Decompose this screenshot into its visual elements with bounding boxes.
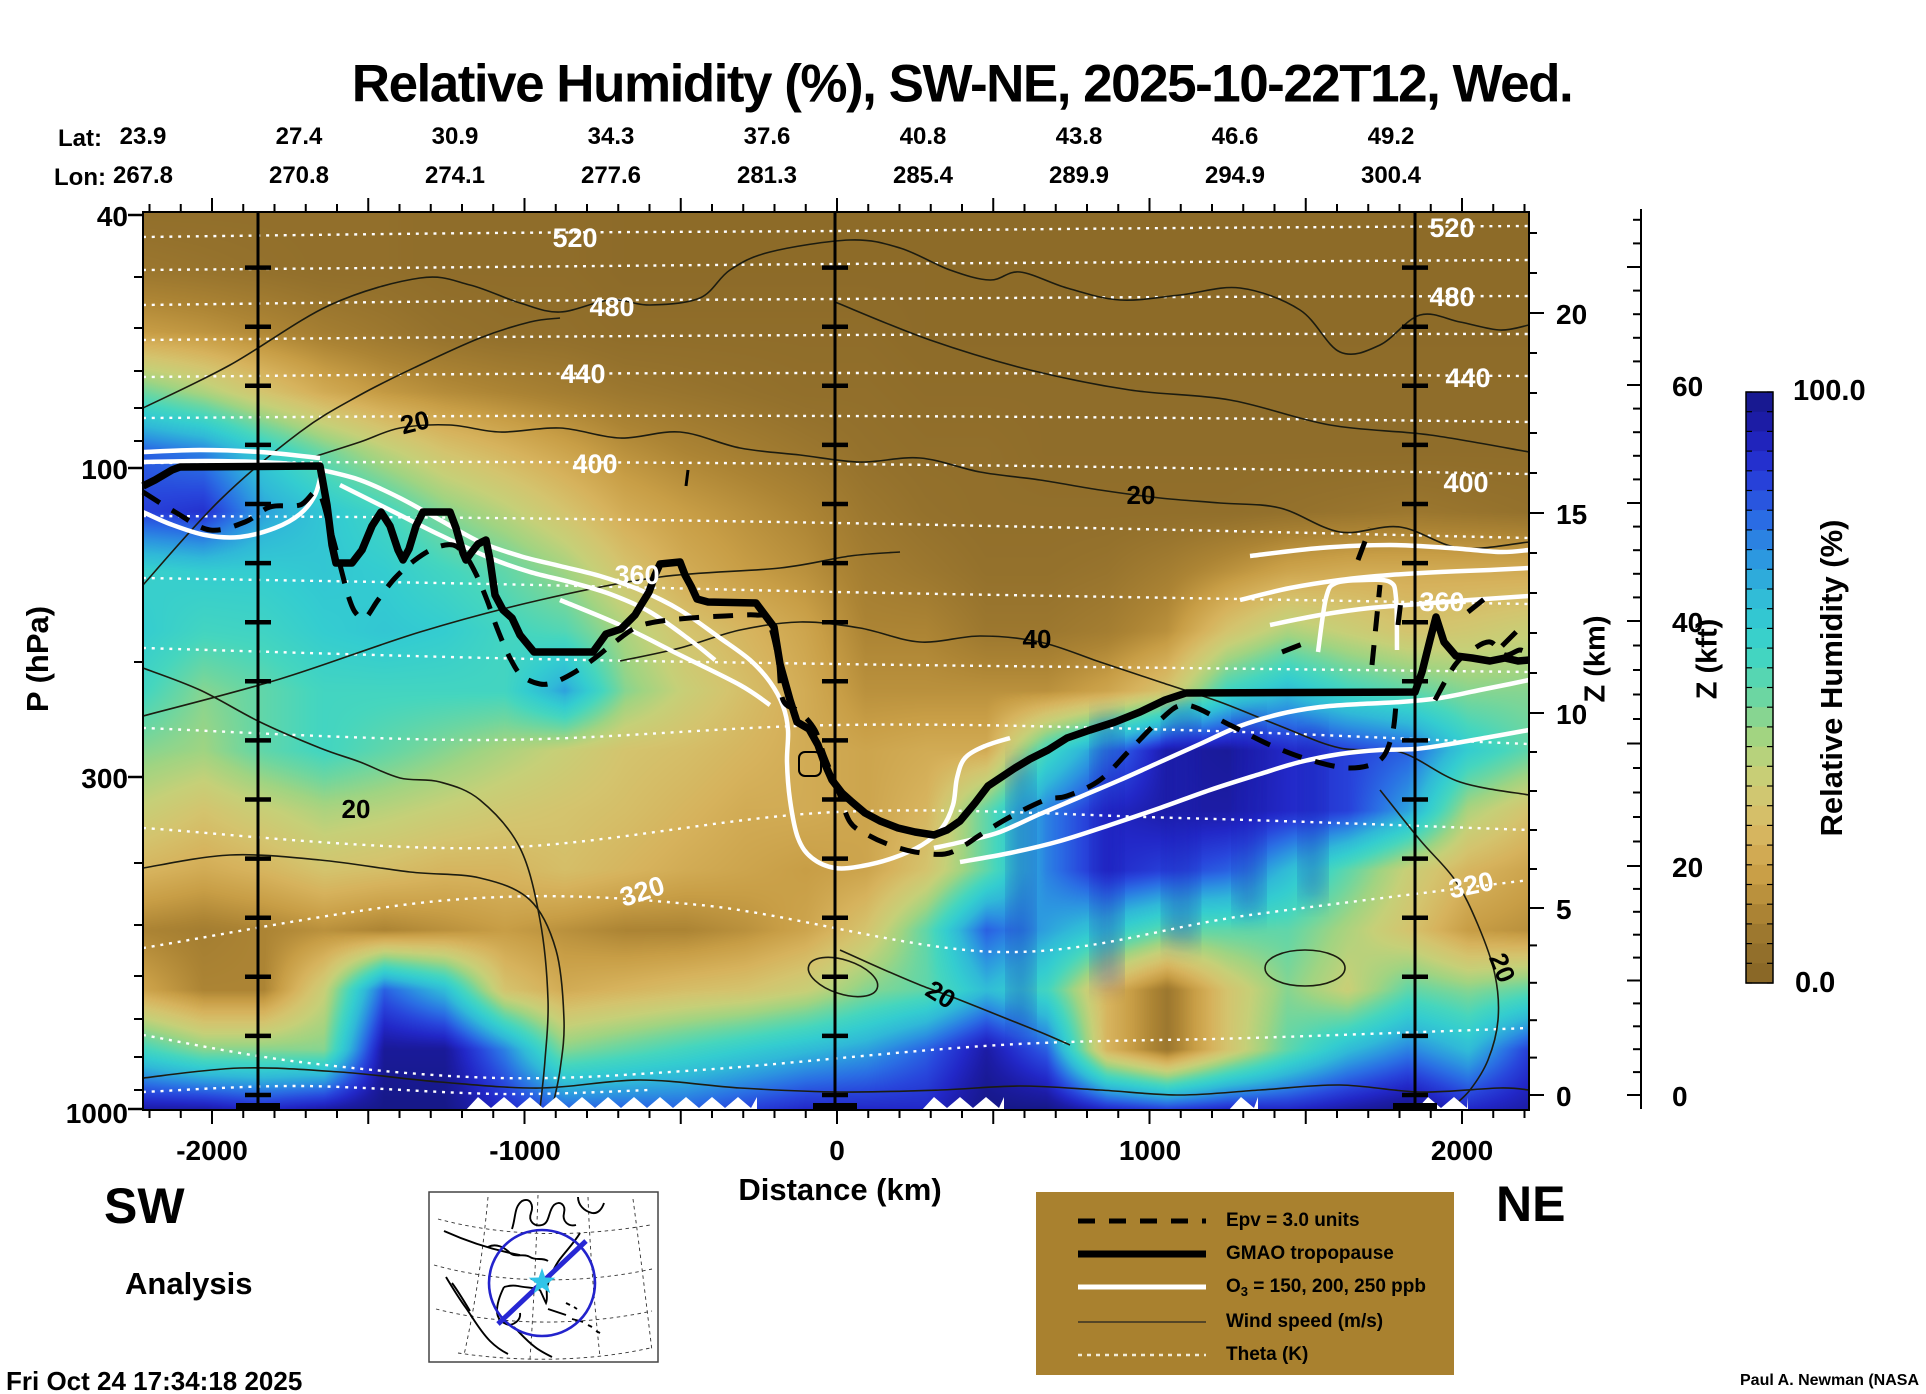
svg-text:400: 400 (572, 449, 617, 479)
svg-text:520: 520 (552, 223, 597, 253)
svg-text:20: 20 (342, 794, 371, 824)
svg-text:20: 20 (1127, 480, 1156, 510)
svg-text:360: 360 (614, 560, 659, 590)
svg-text:440: 440 (560, 359, 605, 389)
svg-text:400: 400 (1443, 468, 1488, 498)
svg-text:360: 360 (1419, 587, 1464, 617)
svg-text:520: 520 (1429, 213, 1474, 243)
svg-text:320: 320 (1446, 866, 1496, 905)
svg-text:20: 20 (397, 404, 432, 440)
svg-text:440: 440 (1445, 363, 1490, 393)
svg-text:480: 480 (1429, 282, 1474, 312)
svg-text:320: 320 (616, 870, 668, 912)
svg-text:480: 480 (589, 292, 634, 322)
svg-text:20: 20 (921, 974, 961, 1015)
svg-text:40: 40 (1023, 624, 1052, 654)
